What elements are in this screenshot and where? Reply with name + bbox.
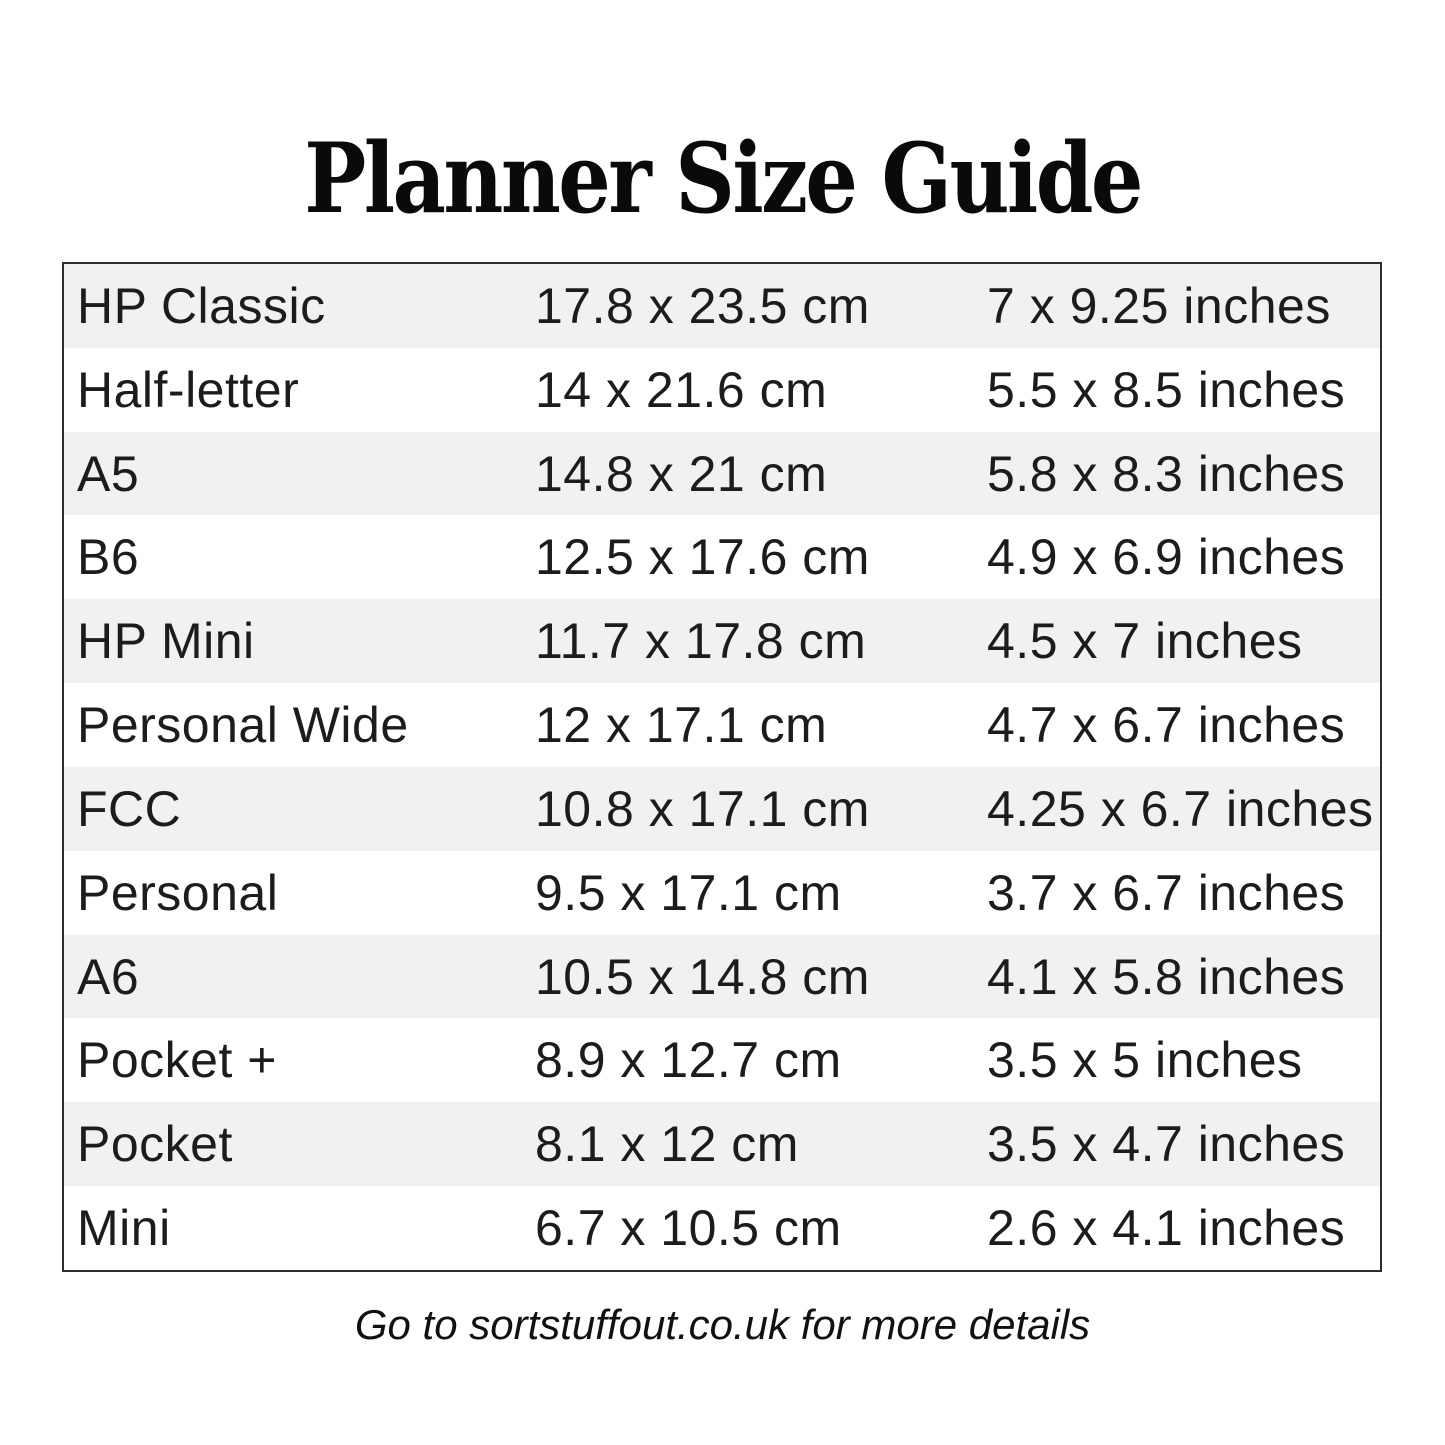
table-row: Half-letter 14 x 21.6 cm 5.5 x 8.5 inche… bbox=[64, 347, 1380, 432]
size-inches: 3.5 x 5 inches bbox=[987, 1032, 1303, 1089]
footer-note: Go to sortstuffout.co.uk for more detail… bbox=[354, 1301, 1091, 1348]
planner-name: Personal bbox=[77, 864, 279, 921]
size-inches: 5.5 x 8.5 inches bbox=[987, 361, 1346, 418]
planner-name: B6 bbox=[77, 529, 140, 586]
planner-name: Mini bbox=[77, 1200, 171, 1257]
size-cm: 17.8 x 23.5 cm bbox=[535, 277, 870, 334]
planner-name: Pocket bbox=[77, 1116, 233, 1173]
size-inches: 4.25 x 6.7 inches bbox=[987, 780, 1374, 837]
page-title: Planner Size Guide bbox=[304, 122, 1143, 235]
size-inches: 4.1 x 5.8 inches bbox=[987, 948, 1346, 1005]
table-row: Personal 9.5 x 17.1 cm 3.7 x 6.7 inches bbox=[64, 850, 1380, 935]
size-inches: 4.9 x 6.9 inches bbox=[987, 529, 1346, 586]
size-cm: 8.1 x 12 cm bbox=[535, 1116, 799, 1173]
size-inches: 3.7 x 6.7 inches bbox=[987, 864, 1346, 921]
table-row: Pocket + 8.9 x 12.7 cm 3.5 x 5 inches bbox=[64, 1018, 1380, 1103]
planner-name: HP Classic bbox=[77, 277, 326, 334]
size-cm: 12.5 x 17.6 cm bbox=[535, 529, 870, 586]
table-row: FCC 10.8 x 17.1 cm 4.25 x 6.7 inches bbox=[64, 766, 1380, 851]
size-inches: 4.7 x 6.7 inches bbox=[987, 697, 1346, 754]
planner-name: A5 bbox=[77, 445, 140, 502]
size-cm: 14 x 21.6 cm bbox=[535, 361, 828, 418]
size-cm: 14.8 x 21 cm bbox=[535, 445, 828, 502]
size-inches: 5.8 x 8.3 inches bbox=[987, 445, 1346, 502]
planner-name: Personal Wide bbox=[77, 697, 409, 754]
size-inches: 3.5 x 4.7 inches bbox=[987, 1116, 1346, 1173]
size-cm: 11.7 x 17.8 cm bbox=[535, 613, 867, 670]
table-row: B6 12.5 x 17.6 cm 4.9 x 6.9 inches bbox=[64, 515, 1380, 600]
table-row: A5 14.8 x 21 cm 5.8 x 8.3 inches bbox=[64, 431, 1380, 516]
size-cm: 8.9 x 12.7 cm bbox=[535, 1032, 842, 1089]
planner-name: FCC bbox=[77, 780, 182, 837]
size-table: HP Classic 17.8 x 23.5 cm 7 x 9.25 inche… bbox=[62, 262, 1382, 1272]
table-row: HP Classic 17.8 x 23.5 cm 7 x 9.25 inche… bbox=[64, 264, 1380, 348]
size-cm: 9.5 x 17.1 cm bbox=[535, 864, 842, 921]
size-cm: 10.5 x 14.8 cm bbox=[535, 948, 870, 1005]
size-cm: 10.8 x 17.1 cm bbox=[535, 780, 870, 837]
planner-name: A6 bbox=[77, 948, 140, 1005]
size-inches: 4.5 x 7 inches bbox=[987, 613, 1303, 670]
table-row: HP Mini 11.7 x 17.8 cm 4.5 x 7 inches bbox=[64, 599, 1380, 684]
planner-name: HP Mini bbox=[77, 613, 255, 670]
size-inches: 2.6 x 4.1 inches bbox=[987, 1200, 1346, 1257]
planner-name: Pocket + bbox=[77, 1032, 277, 1089]
size-inches: 7 x 9.25 inches bbox=[987, 277, 1331, 334]
table-row: Mini 6.7 x 10.5 cm 2.6 x 4.1 inches bbox=[64, 1186, 1380, 1270]
size-cm: 12 x 17.1 cm bbox=[535, 697, 828, 754]
table-row: A6 10.5 x 14.8 cm 4.1 x 5.8 inches bbox=[64, 934, 1380, 1019]
planner-name: Half-letter bbox=[77, 361, 300, 418]
table-row: Personal Wide 12 x 17.1 cm 4.7 x 6.7 inc… bbox=[64, 683, 1380, 767]
size-cm: 6.7 x 10.5 cm bbox=[535, 1200, 842, 1257]
table-row: Pocket 8.1 x 12 cm 3.5 x 4.7 inches bbox=[64, 1102, 1380, 1187]
